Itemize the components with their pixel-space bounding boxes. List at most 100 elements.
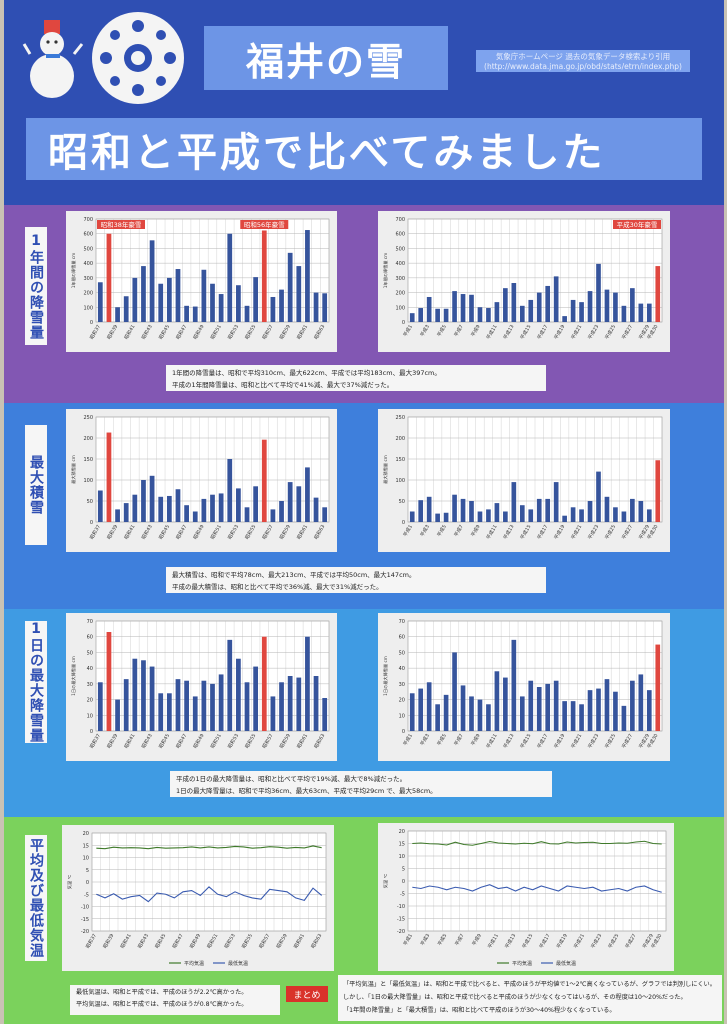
header: 福井の雪 気象庁ホームページ 過去の気象データ検索より引用 (http://ww… [4,0,724,205]
x-tick-label: 昭和47 [171,933,185,950]
bar [115,699,120,731]
x-tick-label: 昭和45 [157,733,171,750]
bar [192,306,198,322]
x-tick-label: 平成15 [519,524,533,541]
source-line-1: 気象庁ホームページ 過去の気象データ検索より引用 [495,52,671,61]
bar [97,282,103,322]
bar [305,636,310,731]
x-tick-label: 平成9 [470,933,482,947]
bar [313,292,319,322]
bar [519,305,525,322]
bar [621,305,627,322]
x-tick-label: 平成11 [485,324,499,341]
y-tick-label: 50 [399,499,405,505]
x-tick-label: 昭和37 [88,733,102,750]
bar [494,503,500,522]
x-tick-label: 平成25 [603,733,617,750]
poster: 福井の雪 気象庁ホームページ 過去の気象データ検索より引用 (http://ww… [4,0,724,1024]
bar [115,509,120,522]
chart-svg: 0 100 200 300 400 500 600 700 1年間の降雪量 cm 昭和37 昭和39… [70,217,330,341]
annotation-label: 昭和56年豪雪 [244,220,285,229]
y-tick-label: 100 [83,305,93,311]
y-axis-label: 最大積雪量 cm [382,455,389,484]
bar [158,283,164,322]
y-tick-label: 500 [395,246,405,252]
x-tick-label: 昭和49 [192,733,206,750]
y-tick-label: 200 [395,291,405,297]
y-tick-label: 0 [402,520,405,526]
note-line: 最低気温は、昭和と平成では、平成のほうが2.2℃高かった。 [76,989,248,996]
y-tick-label: 700 [83,217,93,223]
x-tick-label: 平成25 [607,933,621,950]
x-tick-label: 昭和39 [105,524,119,541]
bar [115,307,120,322]
summary-line: しかし、「1日の最大降雪量」は、昭和と平成で比べると平成のほうが少なくなってはい… [343,994,687,1001]
bar [184,505,189,522]
x-tick-label: 平成3 [419,324,431,338]
bar [236,285,241,322]
x-tick-label: 昭和39 [101,933,115,950]
y-tick-label: 500 [83,246,93,252]
bar [604,496,610,522]
x-tick-label: 昭和49 [188,933,202,950]
x-tick-label: 平成13 [502,733,516,750]
bar [596,263,601,322]
x-tick-label: 昭和45 [153,933,167,950]
bar [621,705,627,731]
series-line [412,840,662,846]
bar [322,698,328,731]
bar [613,507,618,522]
x-tick-label: 平成21 [569,324,583,341]
x-tick-label: 平成23 [589,933,603,950]
x-tick-label: 昭和53 [226,524,240,541]
bar [106,632,112,731]
bar [175,489,181,522]
bar [227,459,233,522]
bar [158,496,164,522]
x-tick-label: 昭和45 [157,324,171,341]
bar [553,276,559,322]
chart-panel-heisei-depth: 0 50 100 150 200 250 最大積雪量 cm 平成1 平成3 平成5 平成7 平成9 平成… [378,409,670,552]
y-axis-label: 気温 ℃ [382,874,389,889]
y-tick-label: 250 [83,415,93,421]
bar [418,688,424,731]
x-tick-label: 昭和37 [88,524,102,541]
bar [545,285,551,322]
bar [452,494,457,522]
y-tick-label: 200 [83,436,93,442]
x-tick-label: 平成17 [538,933,552,950]
bar [279,501,284,522]
bar [503,677,508,731]
y-tick-label: 50 [399,650,405,656]
bar [192,696,198,731]
bar [132,658,138,731]
x-tick-label: 平成15 [521,933,535,950]
x-tick-label: 平成19 [552,324,566,341]
section-note: 1年間の降雪量は、昭和で平均310cm、最大622cm、平成では平均183cm、… [166,365,546,391]
bar [305,230,310,322]
x-tick-label: 平成3 [419,933,431,947]
chart-panel-showa-temp: -20 -15 -10 -5 0 5 10 15 20 気温 ℃ 昭和37 昭和39 昭和41 昭和43 昭… [62,825,334,971]
x-tick-label: 平成19 [552,524,566,541]
bar [313,676,319,731]
y-tick-label: 300 [395,276,405,282]
bar [469,501,474,522]
bar [253,486,259,522]
x-tick-label: 昭和63 [313,524,327,541]
bar [261,230,267,322]
bar [596,471,601,522]
bar [261,439,267,522]
bar [261,636,267,731]
note-line: 最大積雪は、昭和で平均78cm、最大213cm、平成では平均50cm、最大147… [172,571,416,579]
bar [562,515,567,522]
bar [494,671,500,731]
x-tick-label: 昭和51 [209,524,223,541]
bar [158,693,164,731]
bar [528,299,534,322]
bar [218,493,224,522]
x-tick-label: 昭和61 [292,933,306,950]
legend-label: 最低気温 [228,960,248,967]
bar [218,294,224,322]
